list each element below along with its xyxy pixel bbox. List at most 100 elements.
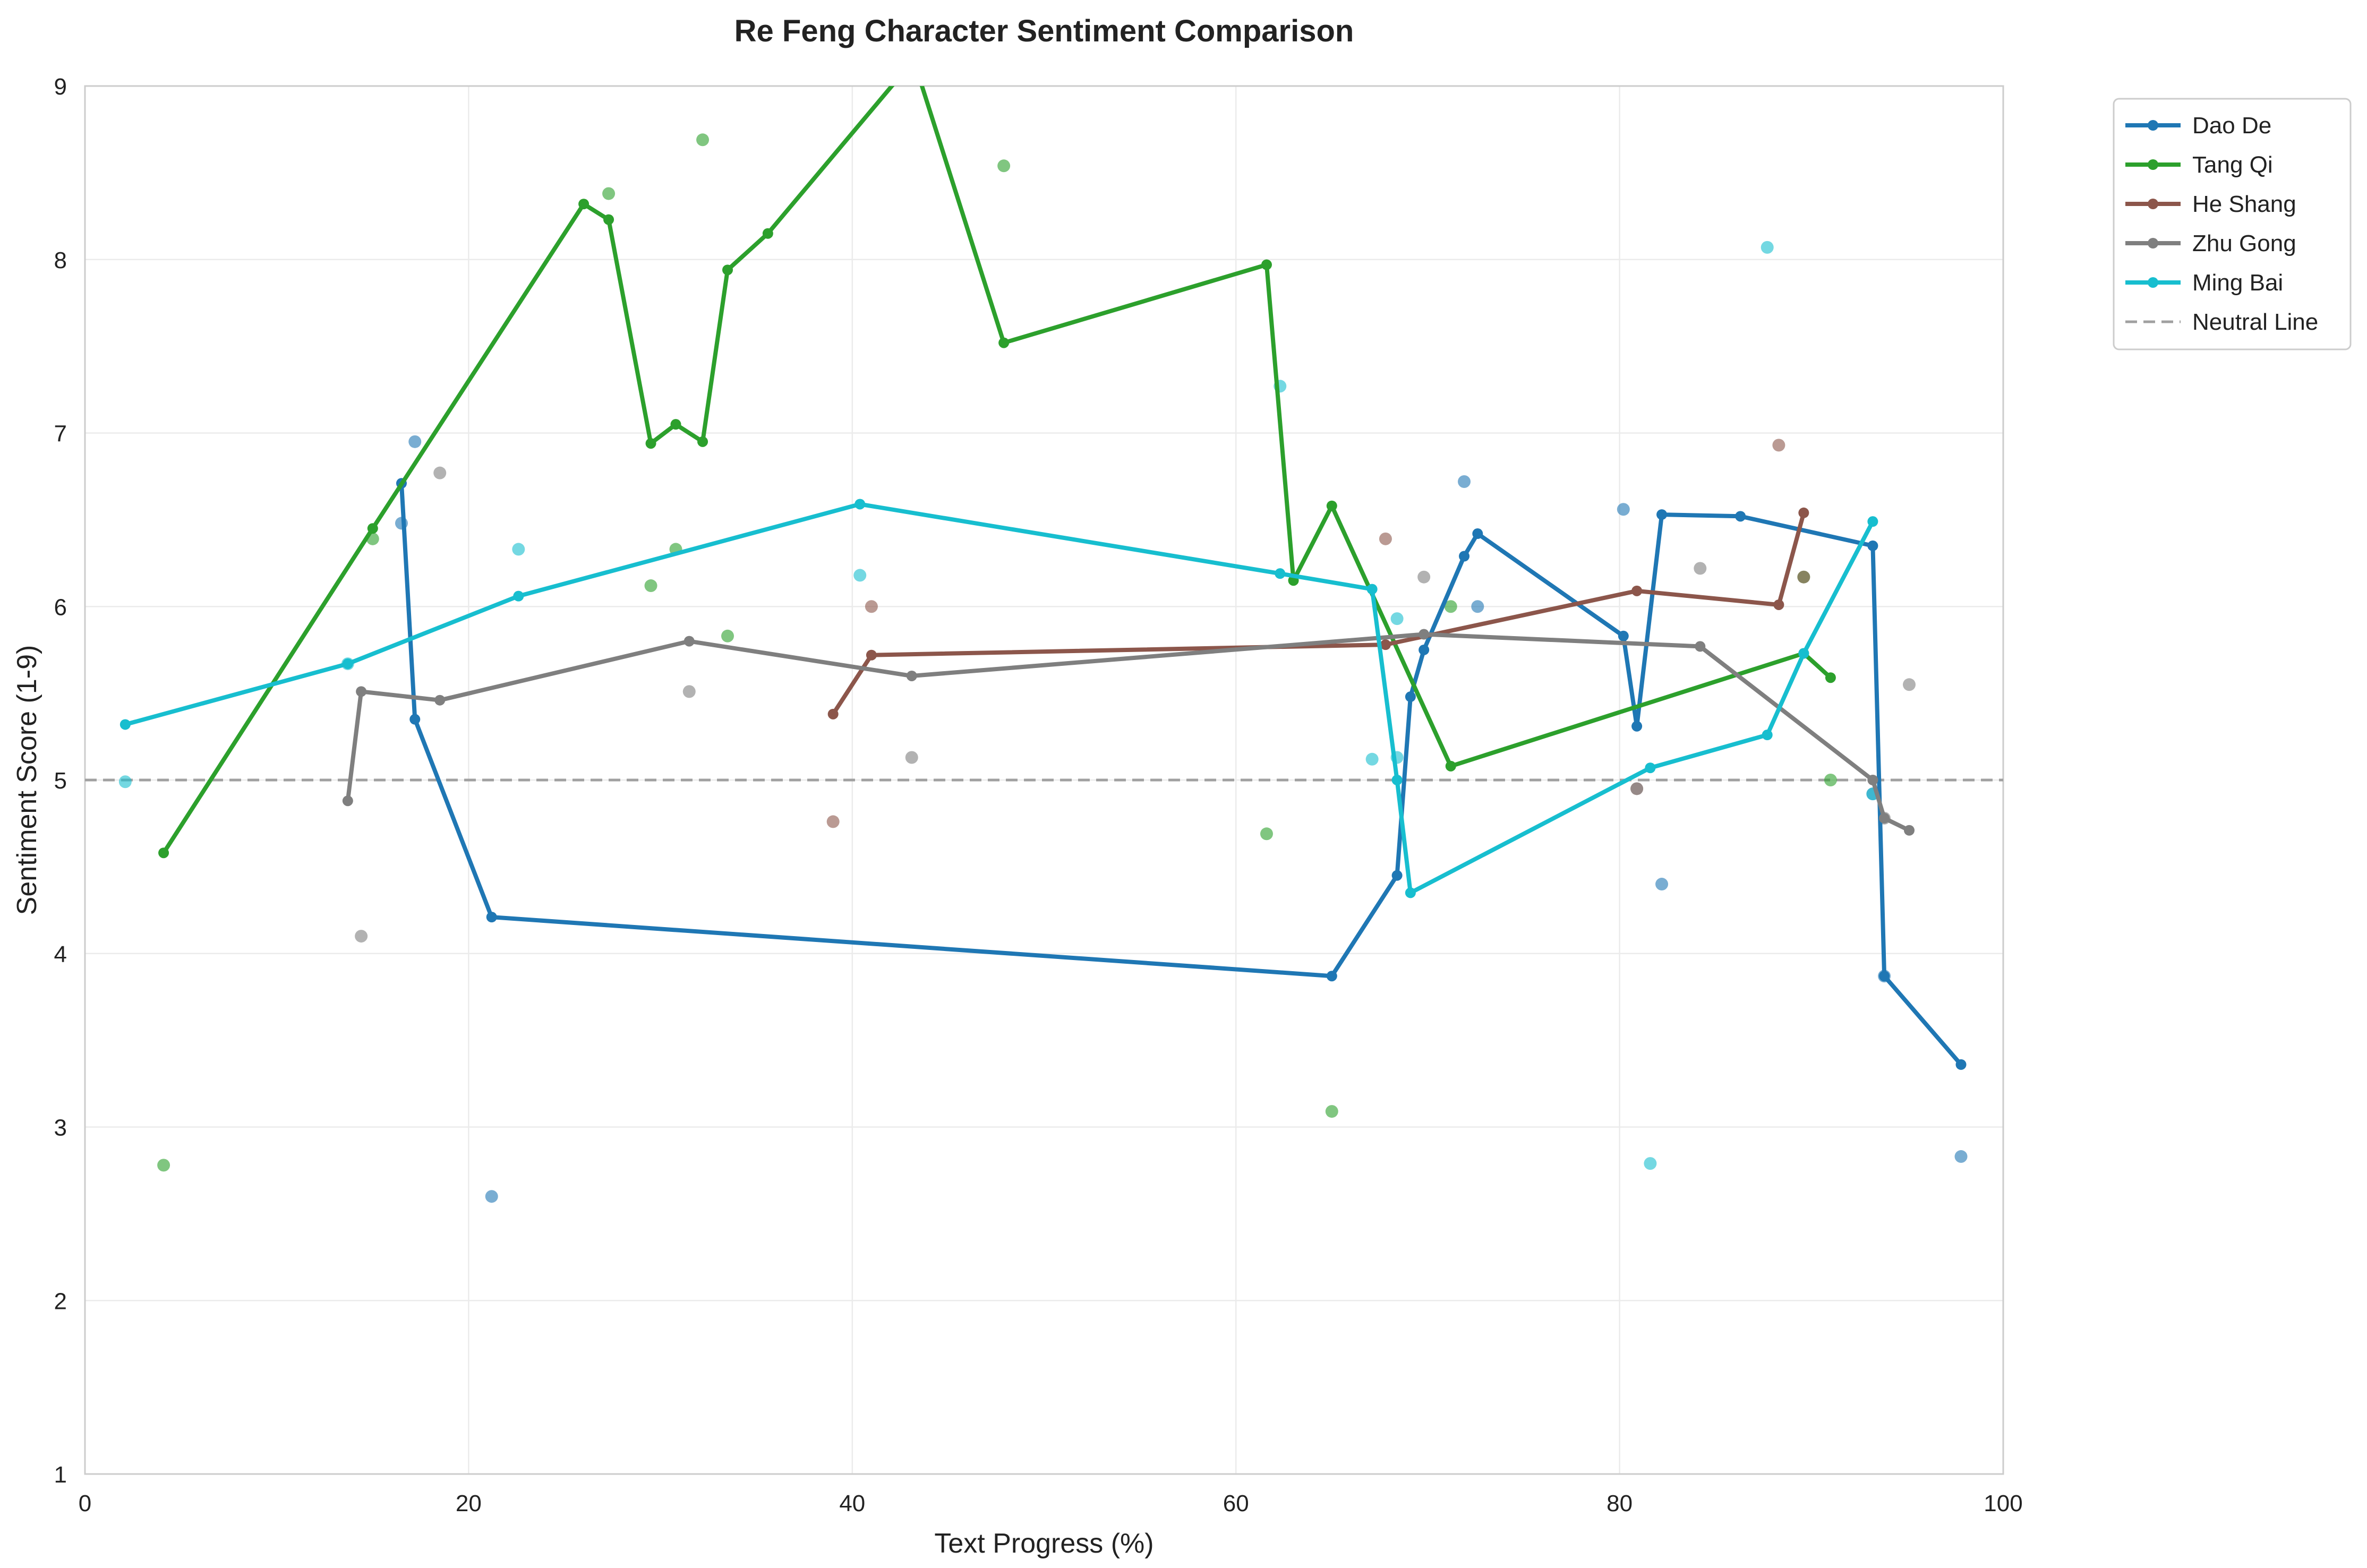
zhu-gong-line-point <box>1904 825 1915 836</box>
legend-label: Dao De <box>2192 113 2271 139</box>
tang-qi-line-point <box>645 438 656 449</box>
y-tick-label: 1 <box>54 1462 67 1488</box>
x-tick-label: 80 <box>1607 1490 1633 1516</box>
dao-de-scatter-point <box>485 1190 498 1203</box>
he-shang-scatter-point <box>865 600 878 613</box>
legend-label: Ming Bai <box>2192 270 2283 296</box>
legend-item-he-shang: He Shang <box>2125 191 2296 217</box>
tang-qi-scatter-point <box>721 629 734 642</box>
tang-qi-line-point <box>158 847 169 859</box>
zhu-gong-scatter-point <box>1694 562 1707 575</box>
line-layer <box>119 86 1967 1070</box>
tang-qi-scatter-point <box>1444 600 1457 613</box>
tang-qi-line-point <box>697 436 708 447</box>
dao-de-series-line <box>399 481 1963 1067</box>
legend-label: Tang Qi <box>2192 152 2273 178</box>
chart-title: Re Feng Character Sentiment Comparison <box>734 14 1354 48</box>
tang-qi-line-point <box>578 199 589 210</box>
he-shang-series-line <box>831 510 1806 716</box>
dao-de-line-point <box>1955 1059 1967 1070</box>
he-shang-scatter-point <box>1379 532 1392 545</box>
dao-de-line-point <box>1631 721 1643 732</box>
dao-de-scatter-point <box>1655 878 1669 891</box>
ming-bai-scatter-point <box>1390 612 1404 626</box>
tick-labels: 0 20 40 60 80 100 1 2 3 4 5 6 7 8 9 <box>54 74 2023 1516</box>
tang-qi-line-point <box>670 419 681 430</box>
ming-bai-scatter-point <box>853 569 867 582</box>
tang-qi-line-point <box>762 228 773 239</box>
he-shang-line-point <box>827 708 839 719</box>
dao-de-line-point <box>486 912 497 923</box>
ming-bai-line-point <box>119 719 131 730</box>
y-axis-label: Sentiment Score (1-9) <box>12 645 42 915</box>
tang-qi-line-point <box>998 337 1010 348</box>
ming-bai-line-point <box>1391 775 1403 785</box>
zhu-gong-line-point <box>1695 641 1706 652</box>
dao-de-line-point <box>1656 509 1668 520</box>
zhu-gong-line-point <box>356 686 367 697</box>
dao-de-scatter-point <box>408 435 422 448</box>
tang-qi-line-point <box>1445 760 1456 772</box>
zhu-gong-line-point <box>1879 812 1890 824</box>
zhu-gong-scatter-point <box>1903 678 1916 691</box>
dao-de-scatter-point <box>1954 1150 1968 1163</box>
dao-de-line-point <box>1879 971 1890 982</box>
tang-qi-scatter-point <box>696 133 710 147</box>
zhu-gong-line-point <box>906 670 917 681</box>
legend-label: Neutral Line <box>2192 309 2318 335</box>
legend-item-ming-bai: Ming Bai <box>2125 270 2283 296</box>
he-shang-scatter-point <box>826 815 840 828</box>
zhu-gong-line-point <box>1867 775 1878 785</box>
he-shang-line-point <box>1380 639 1391 650</box>
tang-qi-scatter-point <box>644 579 657 593</box>
dao-de-line-point <box>1419 644 1430 655</box>
tang-qi-line-point <box>367 523 378 534</box>
y-tick-label: 3 <box>54 1115 67 1141</box>
tang-qi-line-point <box>1261 259 1272 270</box>
tang-qi-line-point <box>722 264 733 276</box>
dao-de-line-point <box>1618 630 1629 641</box>
tang-qi-scatter-point <box>157 1159 170 1172</box>
ming-bai-scatter-point <box>512 543 525 556</box>
x-tick-label: 60 <box>1223 1490 1249 1516</box>
ming-bai-line-point <box>342 658 353 670</box>
legend-item-tang-qi: Tang Qi <box>2125 152 2273 178</box>
zhu-gong-series-line <box>345 632 1911 833</box>
legend-label: Zhu Gong <box>2192 230 2296 256</box>
dao-de-line-point <box>1405 691 1416 702</box>
tang-qi-line-point <box>1326 500 1337 511</box>
zhu-gong-scatter-point <box>1630 782 1644 795</box>
zhu-gong-scatter-point <box>1417 570 1431 584</box>
y-tick-label: 7 <box>54 421 67 447</box>
legend-marker <box>2148 120 2158 131</box>
tang-qi-scatter-point <box>1824 774 1837 786</box>
tang-qi-line-point <box>1825 672 1836 683</box>
zhu-gong-scatter-point <box>433 466 447 479</box>
he-shang-line-point <box>1631 585 1643 596</box>
legend-box <box>2113 98 2352 350</box>
dao-de-line-point <box>1735 511 1746 522</box>
legend-item-neutral-line: Neutral Line <box>2125 309 2318 335</box>
zhu-gong-line-point <box>1419 629 1430 640</box>
x-tick-label: 100 <box>1984 1490 2022 1516</box>
dao-de-line-point <box>1391 870 1403 881</box>
ming-bai-line-point <box>1366 584 1378 595</box>
dao-de-line-point <box>1326 971 1337 982</box>
he-shang-line-point <box>1798 507 1809 518</box>
y-tick-label: 8 <box>54 247 67 273</box>
y-tick-label: 4 <box>54 941 67 967</box>
ming-bai-line-point <box>1275 568 1286 579</box>
zhu-gong-scatter-point <box>682 685 696 698</box>
ming-bai-line-point <box>1867 516 1878 527</box>
ming-bai-line-point <box>1762 730 1773 741</box>
ming-bai-scatter-point <box>1761 241 1774 254</box>
ming-bai-scatter-point <box>1365 752 1379 766</box>
zhu-gong-line-point <box>683 636 695 647</box>
dao-de-scatter-point <box>1471 600 1484 613</box>
ming-bai-line-point <box>854 499 866 510</box>
ming-bai-series-line <box>123 502 1875 895</box>
legend-marker <box>2148 238 2158 249</box>
